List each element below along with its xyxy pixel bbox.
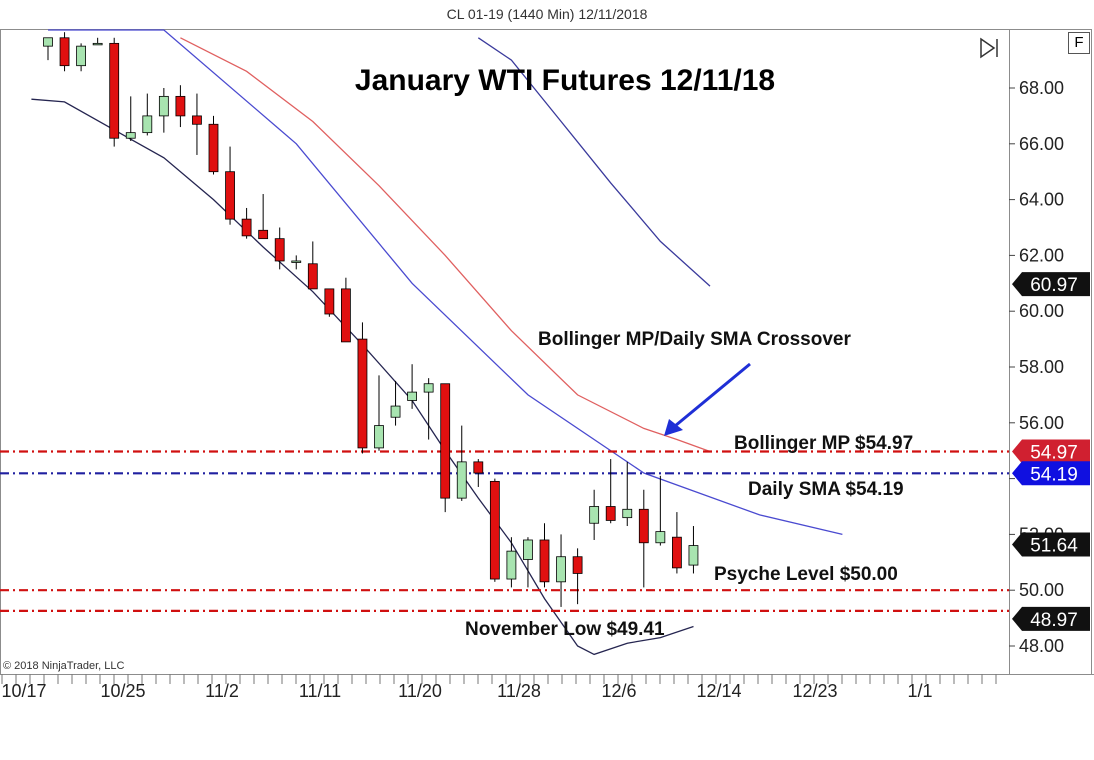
indicator-line-bollinger-mp [180,37,711,453]
candle-body [506,550,517,580]
candle-body [556,556,566,583]
candle-body [274,238,285,262]
candle-body [539,539,550,583]
candle-body [225,171,235,220]
price-tick-label: 62.00 [1019,245,1064,265]
candle-body [473,461,484,474]
price-tag-value: 54.19 [1030,464,1078,485]
instrument-header: CL 01-19 (1440 Min) 12/11/2018 [446,6,648,22]
bollinger-mp-label: Bollinger MP $54.97 [734,433,913,454]
candle-body [390,405,401,418]
daily-sma-label: Daily SMA $54.19 [748,479,904,500]
date-tick-label: 12/14 [696,681,741,701]
candle-body [175,95,186,117]
candle-body [59,37,70,67]
candle-body [357,338,368,449]
candle-body [638,508,649,544]
price-ticks: 48.0050.0052.0054.0056.0058.0060.0062.00… [1009,78,1064,656]
candle-body [142,115,153,134]
date-tick-label: 1/1 [907,681,932,701]
price-tag-value: 54.97 [1030,443,1078,464]
candle-body [324,288,335,315]
price-tick-label: 60.00 [1019,301,1064,321]
candlesticks [43,32,699,607]
copyright-text: © 2018 NinjaTrader, LLC [3,660,124,672]
price-tag-box [1012,461,1090,486]
psyche-level-label: Psyche Level $50.00 [714,564,898,585]
candle-body [307,263,318,290]
indicator-line-daily-sma [48,29,843,536]
price-tick-label: 64.00 [1019,190,1064,210]
chart-options-button[interactable]: F [1068,32,1090,54]
candle-body [423,383,434,393]
price-tag-box [1012,532,1090,557]
scroll-to-end-icon[interactable] [978,37,1002,59]
candle-body [208,123,219,173]
candle-body [43,37,53,47]
date-tick-label: 10/25 [100,681,145,701]
candle-body [125,132,136,139]
price-tag-value: 51.64 [1030,535,1078,556]
price-tick-label: 66.00 [1019,134,1064,154]
candle-body [92,42,103,46]
date-tick-label: 10/17 [1,681,46,701]
candle-body [655,531,666,544]
candle-body [456,461,467,499]
candle-body [76,45,86,67]
price-tag-box [1012,272,1090,297]
indicator-lines [31,29,843,656]
candle-body [291,260,302,263]
horizontal-levels [0,450,1009,612]
candle-body [109,42,120,139]
price-tick-label: 50.00 [1019,580,1064,600]
candle-body [489,480,500,580]
date-tick-label: 12/23 [792,681,837,701]
price-tick-label: 56.00 [1019,413,1064,433]
price-axis [1009,29,1092,675]
candle-body [158,95,169,117]
candle-body [241,218,252,237]
crossover-annotation: Bollinger MP/Daily SMA Crossover [538,329,851,350]
price-tag-box [1012,606,1090,631]
date-ticks: 10/17 10/25 11/2 11/11 11/20 11/28 12/6 12/14 12… [1,674,997,701]
price-tick-label: 58.00 [1019,357,1064,377]
date-tick-label: 11/2 [205,681,239,701]
november-low-label: November Low $49.41 [465,619,665,640]
candle-body [605,506,616,521]
date-tick-label: 11/20 [398,681,442,701]
date-tick-label: 12/6 [601,681,636,701]
price-tick-label: 68.00 [1019,78,1064,98]
crossover-arrow-shaft [674,362,751,428]
candle-body [589,506,600,524]
candle-body [622,508,633,519]
date-tick-label: 11/28 [497,681,541,701]
crossover-arrow-head-icon [664,419,683,436]
indicator-line-bollinger-upper [477,37,711,287]
candle-body [258,229,269,240]
candle-body [192,115,202,125]
price-tick-label: 48.00 [1019,636,1064,656]
candle-body [374,425,384,449]
price-tag-value: 48.97 [1030,610,1078,631]
candle-body [340,288,351,343]
price-tag-value: 60.97 [1030,275,1078,296]
candle-body [407,391,418,401]
candle-body [572,556,583,574]
price-tag-box [1012,439,1090,464]
candle-body [440,383,451,499]
chart-title: January WTI Futures 12/11/18 [355,64,775,97]
candle-body [672,536,682,569]
candle-body [688,545,699,566]
date-tick-label: 11/11 [299,681,341,701]
candle-body [523,539,533,560]
